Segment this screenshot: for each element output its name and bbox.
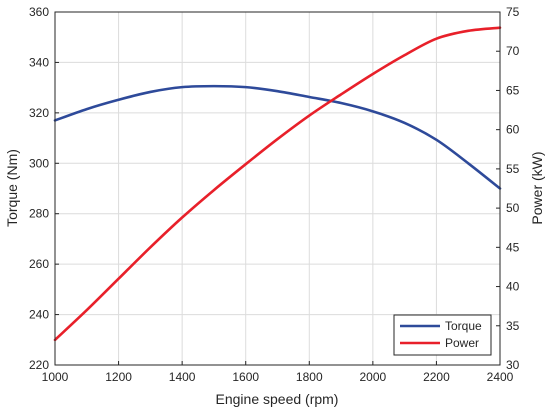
y-right-tick-label: 65 (506, 83, 520, 97)
y-right-tick-label: 40 (506, 280, 520, 294)
y-axis-right-label: Power (kW) (529, 151, 545, 224)
y-left-tick-label: 280 (29, 207, 49, 221)
legend-label-torque: Torque (445, 319, 482, 333)
plot-background (55, 12, 500, 365)
y-axis-left-label: Torque (Nm) (4, 149, 20, 227)
plot-frame (54, 11, 501, 366)
ticks: 1000 1200 1400 1600 1800 2000 2200 2400 220 240 26… (29, 5, 520, 384)
y-left-tick-label: 320 (29, 106, 49, 120)
y-right-tick-label: 60 (506, 123, 520, 137)
y-left-tick-label: 300 (29, 156, 49, 170)
x-tick-label: 2400 (487, 370, 514, 384)
y-right-tick-label: 35 (506, 319, 520, 333)
x-tick-label: 2000 (360, 370, 387, 384)
legend-label-power: Power (445, 336, 479, 350)
y-left-tick-label: 240 (29, 308, 49, 322)
x-tick-label: 1400 (169, 370, 196, 384)
x-tick-label: 1800 (296, 370, 323, 384)
y-right-tick-label: 50 (506, 201, 520, 215)
legend: Torque Power (393, 314, 492, 356)
series-layer (53, 26, 502, 342)
y-left-tick-label: 340 (29, 55, 49, 69)
y-right-tick-label: 30 (506, 358, 520, 372)
x-axis-label: Engine speed (rpm) (216, 391, 339, 407)
y-left-tick-label: 360 (29, 5, 49, 19)
y-right-tick-label: 45 (506, 240, 520, 254)
y-left-tick-label: 220 (29, 358, 49, 372)
y-right-tick-label: 70 (506, 44, 520, 58)
y-left-tick-label: 260 (29, 257, 49, 271)
x-tick-label: 1600 (232, 370, 259, 384)
x-tick-label: 2200 (423, 370, 450, 384)
y-right-tick-label: 75 (506, 5, 520, 19)
y-right-tick-label: 55 (506, 162, 520, 176)
legend-box (393, 314, 492, 356)
grid (55, 12, 500, 365)
x-tick-label: 1200 (105, 370, 132, 384)
series-line-power (53, 26, 502, 342)
series-line-torque (53, 84, 502, 190)
x-tick-label: 1000 (42, 370, 69, 384)
